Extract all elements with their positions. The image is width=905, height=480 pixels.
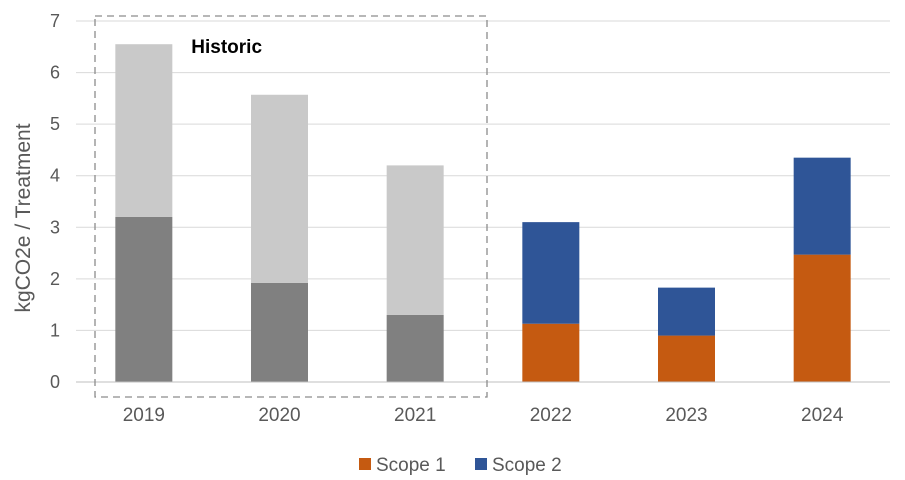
y-tick-label: 4 xyxy=(50,166,60,186)
bar-segment-2021-scope-1 xyxy=(386,314,444,382)
bar-segment-2020-scope-1 xyxy=(251,282,308,382)
bar-segment-2024-scope-1 xyxy=(793,254,851,382)
bar-segment-2022-scope-1 xyxy=(522,323,580,382)
gridlines xyxy=(76,20,890,331)
historic-region-box xyxy=(94,15,488,398)
x-tick-label: 2019 xyxy=(123,405,165,426)
bars xyxy=(115,44,851,382)
bar-segment-2023-scope-2 xyxy=(658,287,715,336)
x-tick-label: 2024 xyxy=(801,405,844,426)
legend: Scope 1 Scope 2 xyxy=(359,455,562,476)
x-tick-label: 2021 xyxy=(394,405,436,426)
bar-segment-2020-scope-2 xyxy=(251,94,308,283)
y-tick-label: 1 xyxy=(50,320,60,340)
y-tick-label: 3 xyxy=(50,217,60,237)
legend-label-2: Scope 2 xyxy=(492,455,562,476)
y-axis-tick-labels: 0 1 2 3 4 5 6 7 xyxy=(50,11,60,392)
x-tick-label: 2023 xyxy=(665,405,707,426)
bar-segment-2024-scope-2 xyxy=(793,157,851,255)
y-tick-label: 6 xyxy=(50,63,60,83)
y-tick-label: 7 xyxy=(50,11,60,31)
x-axis-tick-labels: 2019 2020 2021 2022 2023 2024 xyxy=(123,405,844,426)
legend-swatch-1 xyxy=(359,458,371,470)
x-tick-label: 2020 xyxy=(258,405,300,426)
bar-segment-2019-scope-1 xyxy=(115,216,173,382)
y-tick-label: 2 xyxy=(50,269,60,289)
legend-label-1: Scope 1 xyxy=(376,455,446,476)
y-axis-label: kgCO2e / Treatment xyxy=(12,123,35,312)
y-tick-label: 0 xyxy=(50,372,60,392)
bar-segment-2023-scope-1 xyxy=(658,335,715,382)
bar-segment-2022-scope-2 xyxy=(522,222,580,324)
x-tick-label: 2022 xyxy=(530,405,572,426)
historic-annotation: Historic xyxy=(191,37,262,58)
legend-swatch-2 xyxy=(475,458,487,470)
y-tick-label: 5 xyxy=(50,114,60,134)
bar-segment-2021-scope-2 xyxy=(386,165,444,315)
bar-segment-2019-scope-2 xyxy=(115,44,173,217)
